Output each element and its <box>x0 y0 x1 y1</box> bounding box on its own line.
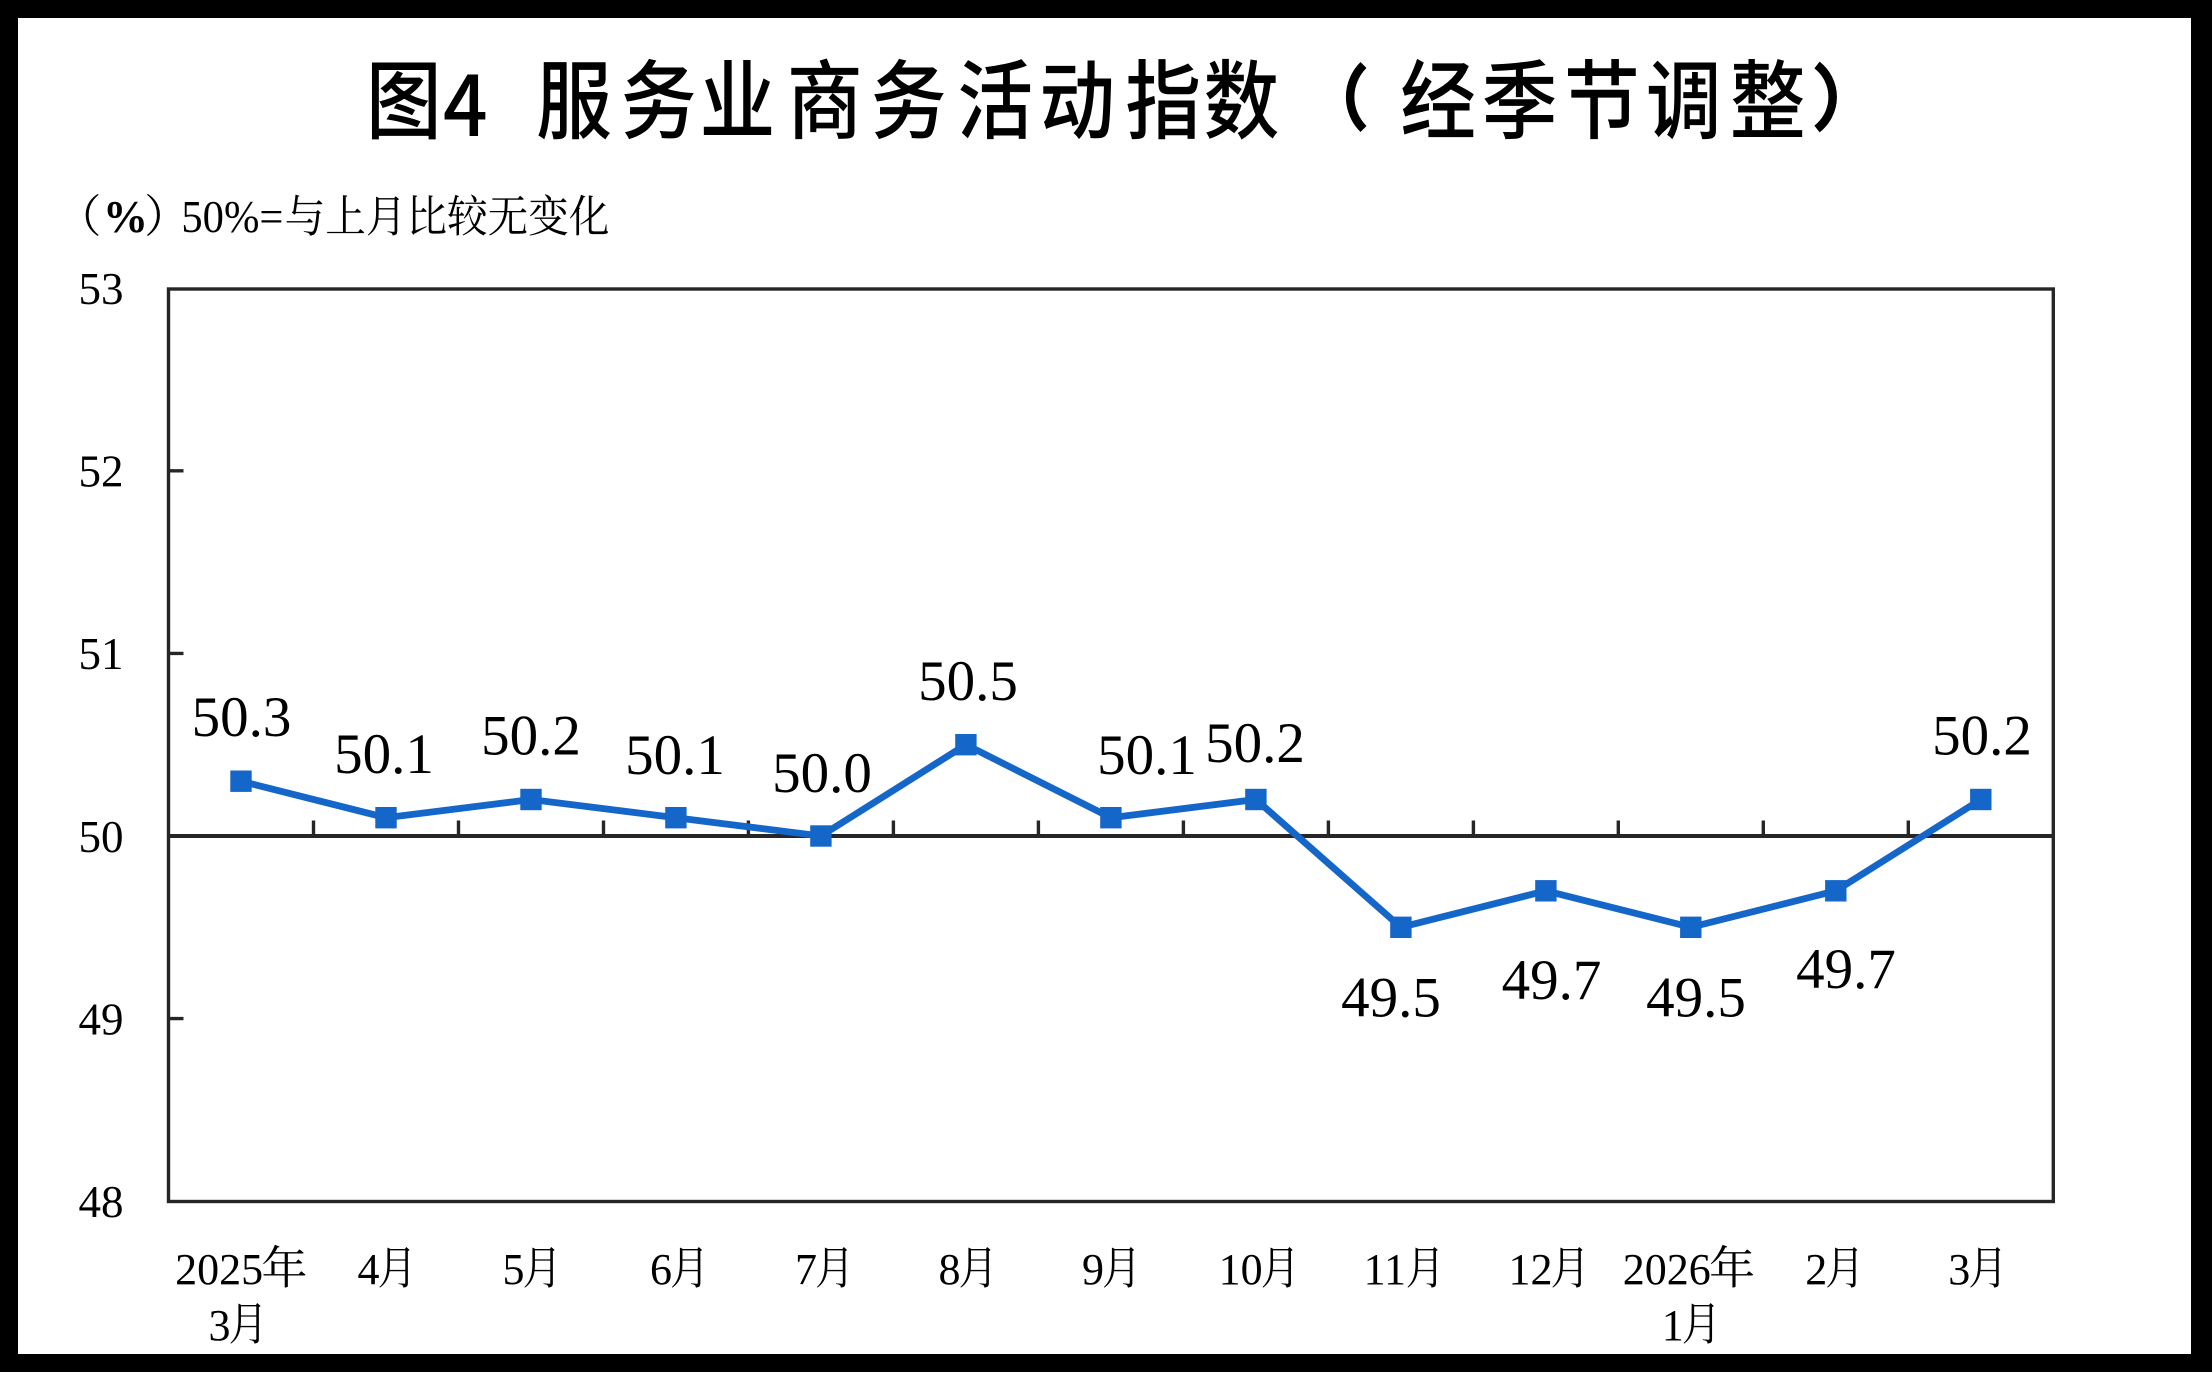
svg-text:49.5: 49.5 <box>1341 967 1441 1030</box>
svg-text:4: 4 <box>358 1245 380 1294</box>
svg-text:5: 5 <box>503 1245 525 1294</box>
svg-text:50: 50 <box>79 812 124 862</box>
svg-text:2025: 2025 <box>175 1245 263 1294</box>
svg-text:49.7: 49.7 <box>1502 949 1602 1012</box>
svg-text:1: 1 <box>1662 1301 1684 1350</box>
svg-text:48: 48 <box>79 1177 124 1227</box>
svg-text:7: 7 <box>795 1245 817 1294</box>
svg-text:52: 52 <box>79 447 124 497</box>
svg-text:50.1: 50.1 <box>334 723 434 786</box>
svg-text:6: 6 <box>650 1245 672 1294</box>
svg-text:50.3: 50.3 <box>192 686 292 749</box>
svg-text:12: 12 <box>1509 1245 1553 1294</box>
svg-text:50.1: 50.1 <box>625 724 725 787</box>
svg-text:2026: 2026 <box>1623 1245 1711 1294</box>
svg-text:49: 49 <box>79 994 124 1044</box>
svg-text:50%=: 50%= <box>181 192 283 242</box>
svg-text:11: 11 <box>1364 1245 1406 1294</box>
svg-text:8: 8 <box>939 1245 961 1294</box>
svg-text:49.5: 49.5 <box>1646 967 1746 1030</box>
svg-text:50.0: 50.0 <box>772 742 872 805</box>
svg-text:51: 51 <box>79 629 124 679</box>
svg-text:49.7: 49.7 <box>1796 938 1896 1001</box>
svg-text:2: 2 <box>1805 1245 1827 1294</box>
svg-text:50.1: 50.1 <box>1097 724 1197 787</box>
svg-text:50.2: 50.2 <box>1932 705 2032 768</box>
svg-text:50.2: 50.2 <box>481 705 581 768</box>
svg-text:53: 53 <box>79 264 124 314</box>
svg-text:%: % <box>103 192 148 242</box>
svg-text:10: 10 <box>1219 1245 1263 1294</box>
svg-text:50.5: 50.5 <box>918 650 1018 713</box>
svg-text:9: 9 <box>1082 1245 1104 1294</box>
svg-text:3: 3 <box>1948 1245 1970 1294</box>
svg-text:3: 3 <box>209 1301 231 1350</box>
svg-text:50.2: 50.2 <box>1205 712 1305 775</box>
